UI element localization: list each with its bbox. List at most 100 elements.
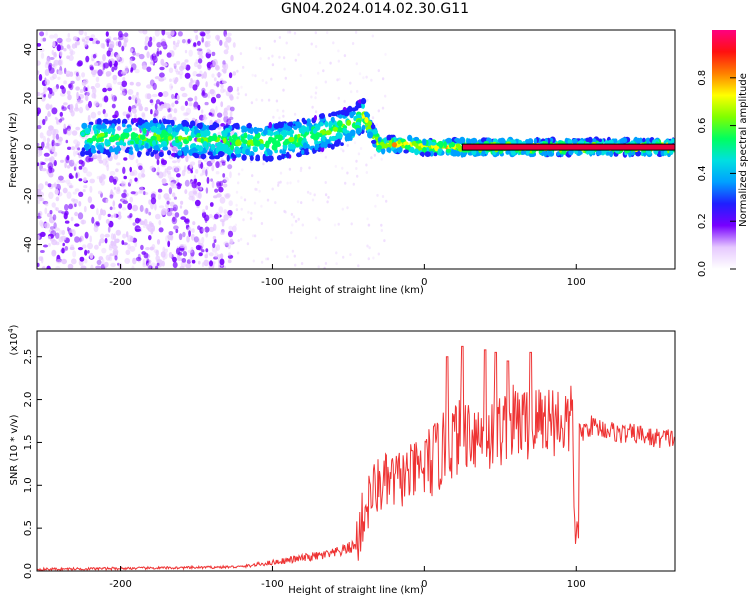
spectrogram-ridge-point xyxy=(132,133,139,138)
spectrogram-speckle xyxy=(206,160,213,167)
spectrogram-ridge-point xyxy=(142,127,147,134)
spectrogram-speckle xyxy=(72,36,78,41)
spectrogram-ridge-point xyxy=(351,107,357,112)
spectrogram-ridge-point xyxy=(325,130,332,136)
spectrogram-ridge-point xyxy=(445,148,451,153)
spectrogram-speckle xyxy=(51,183,58,188)
spectrogram-speckle xyxy=(149,99,154,104)
spectrogram-speckle xyxy=(129,166,132,173)
spectrogram-speckle xyxy=(188,49,193,57)
spectrogram-speckle xyxy=(104,237,108,244)
spectrogram-ridge-point xyxy=(249,139,254,146)
spectrogram-speckle xyxy=(158,227,164,233)
spectrogram-x-ticks: -200 -100 0 100 xyxy=(109,264,586,288)
spectrogram-ridge-point xyxy=(252,146,258,153)
spectrogram-speckle xyxy=(134,103,138,108)
spectrogram-speckle xyxy=(67,146,72,150)
spectrogram-speckle xyxy=(69,50,76,56)
spectrogram-speckle xyxy=(146,262,152,269)
spectrogram-speckle xyxy=(375,123,379,127)
spectrogram-speckle xyxy=(191,181,197,189)
x-tick-label: -200 xyxy=(109,579,132,590)
spectrogram-ridge-point xyxy=(87,124,92,129)
spectrogram-speckle xyxy=(251,73,254,77)
spectrogram-speckle xyxy=(192,221,196,226)
spectrogram-speckle xyxy=(83,85,87,93)
spectrogram-speckle xyxy=(142,258,146,266)
spectrogram-speckle xyxy=(251,174,254,178)
spectrogram-speckle xyxy=(70,216,74,222)
spectrogram-speckle xyxy=(41,168,47,172)
spectrogram-speckle xyxy=(180,200,184,205)
spectrogram-ridge-point xyxy=(184,127,190,133)
spectrogram-speckle xyxy=(201,73,205,79)
spectrogram-speckle xyxy=(75,150,79,155)
spectrogram-speckle xyxy=(209,202,214,207)
spectrogram-speckle xyxy=(326,200,329,204)
colorbar: 0.0 0.2 0.4 0.6 0.8 Normalized spectral ampl… xyxy=(697,30,749,277)
spectrogram-speckle xyxy=(58,59,62,66)
spectrogram-ridge-point xyxy=(287,122,294,127)
spectrogram-speckle xyxy=(159,66,165,71)
spectrogram-speckle xyxy=(121,45,125,52)
spectrogram-speckle xyxy=(126,111,131,115)
spectrogram-speckle xyxy=(37,215,42,219)
spectrogram-ridge-point xyxy=(319,122,324,127)
spectrogram-ridge-point xyxy=(122,142,127,147)
spectrogram-ridge-point xyxy=(234,122,240,130)
spectrogram-speckle xyxy=(79,256,85,262)
spectrogram-speckle xyxy=(184,189,188,195)
spectrogram-speckle xyxy=(61,258,67,265)
spectrogram-ridge-point xyxy=(327,143,332,148)
spectrogram-speckle xyxy=(67,94,72,101)
spectrogram-speckle xyxy=(158,220,162,226)
spectrogram-speckle xyxy=(314,110,318,114)
spectrogram-speckle xyxy=(109,175,114,183)
spectrogram-speckle xyxy=(178,252,183,256)
spectrogram-speckle xyxy=(70,110,75,117)
spectrogram-speckle xyxy=(169,83,173,91)
spectrogram-speckle xyxy=(37,212,41,217)
spectrogram-speckle xyxy=(255,98,258,102)
y-tick-label: 0 xyxy=(23,144,34,150)
spectrogram-speckle xyxy=(110,262,116,268)
spectrogram-speckle xyxy=(300,201,303,205)
spectrogram-speckle xyxy=(371,34,374,38)
spectrogram-speckle xyxy=(201,227,206,233)
spectrogram-ridge-point xyxy=(422,146,427,154)
spectrogram-speckle xyxy=(171,93,175,100)
spectrogram-ridge-point xyxy=(212,125,217,130)
spectrogram-speckle xyxy=(293,254,296,258)
spectrogram-speckle xyxy=(219,39,223,46)
spectrogram-speckle xyxy=(86,85,90,91)
spectrogram-ridge-point xyxy=(167,126,173,134)
spectrogram-speckle xyxy=(205,81,208,88)
spectrogram-speckle xyxy=(187,39,191,44)
spectrogram-speckle xyxy=(61,105,65,110)
spectrogram-speckle xyxy=(111,66,115,73)
spectrogram-ridge-point xyxy=(335,132,340,139)
spectrogram-speckle xyxy=(224,41,228,48)
spectrogram-speckle xyxy=(215,105,218,113)
spectrogram-speckle xyxy=(123,157,128,161)
spectrogram-speckle xyxy=(317,265,320,269)
spectrogram-speckle xyxy=(265,81,268,85)
spectrogram-speckle xyxy=(111,103,116,109)
spectrogram-speckle xyxy=(113,178,117,185)
spectrogram-speckle xyxy=(91,216,95,224)
spectrogram-speckle xyxy=(381,77,385,81)
spectrogram-ridge-point xyxy=(243,132,248,139)
spectrogram-speckle xyxy=(202,209,206,213)
spectrogram-speckle xyxy=(192,188,198,194)
spectrogram-speckle xyxy=(214,252,219,259)
spectrogram-speckle xyxy=(284,210,287,214)
spectrogram-ridge-point xyxy=(247,134,251,141)
spectrogram-ridge-point xyxy=(238,140,242,146)
spectrogram-speckle xyxy=(98,241,102,246)
spectrogram-ridge-point xyxy=(200,138,204,144)
spectrogram-ridge-point xyxy=(160,140,168,148)
spectrogram-speckle xyxy=(220,123,226,127)
spectrogram-speckle xyxy=(174,212,180,218)
spectrogram-speckle xyxy=(89,235,92,243)
spectrogram-speckle xyxy=(189,164,193,169)
